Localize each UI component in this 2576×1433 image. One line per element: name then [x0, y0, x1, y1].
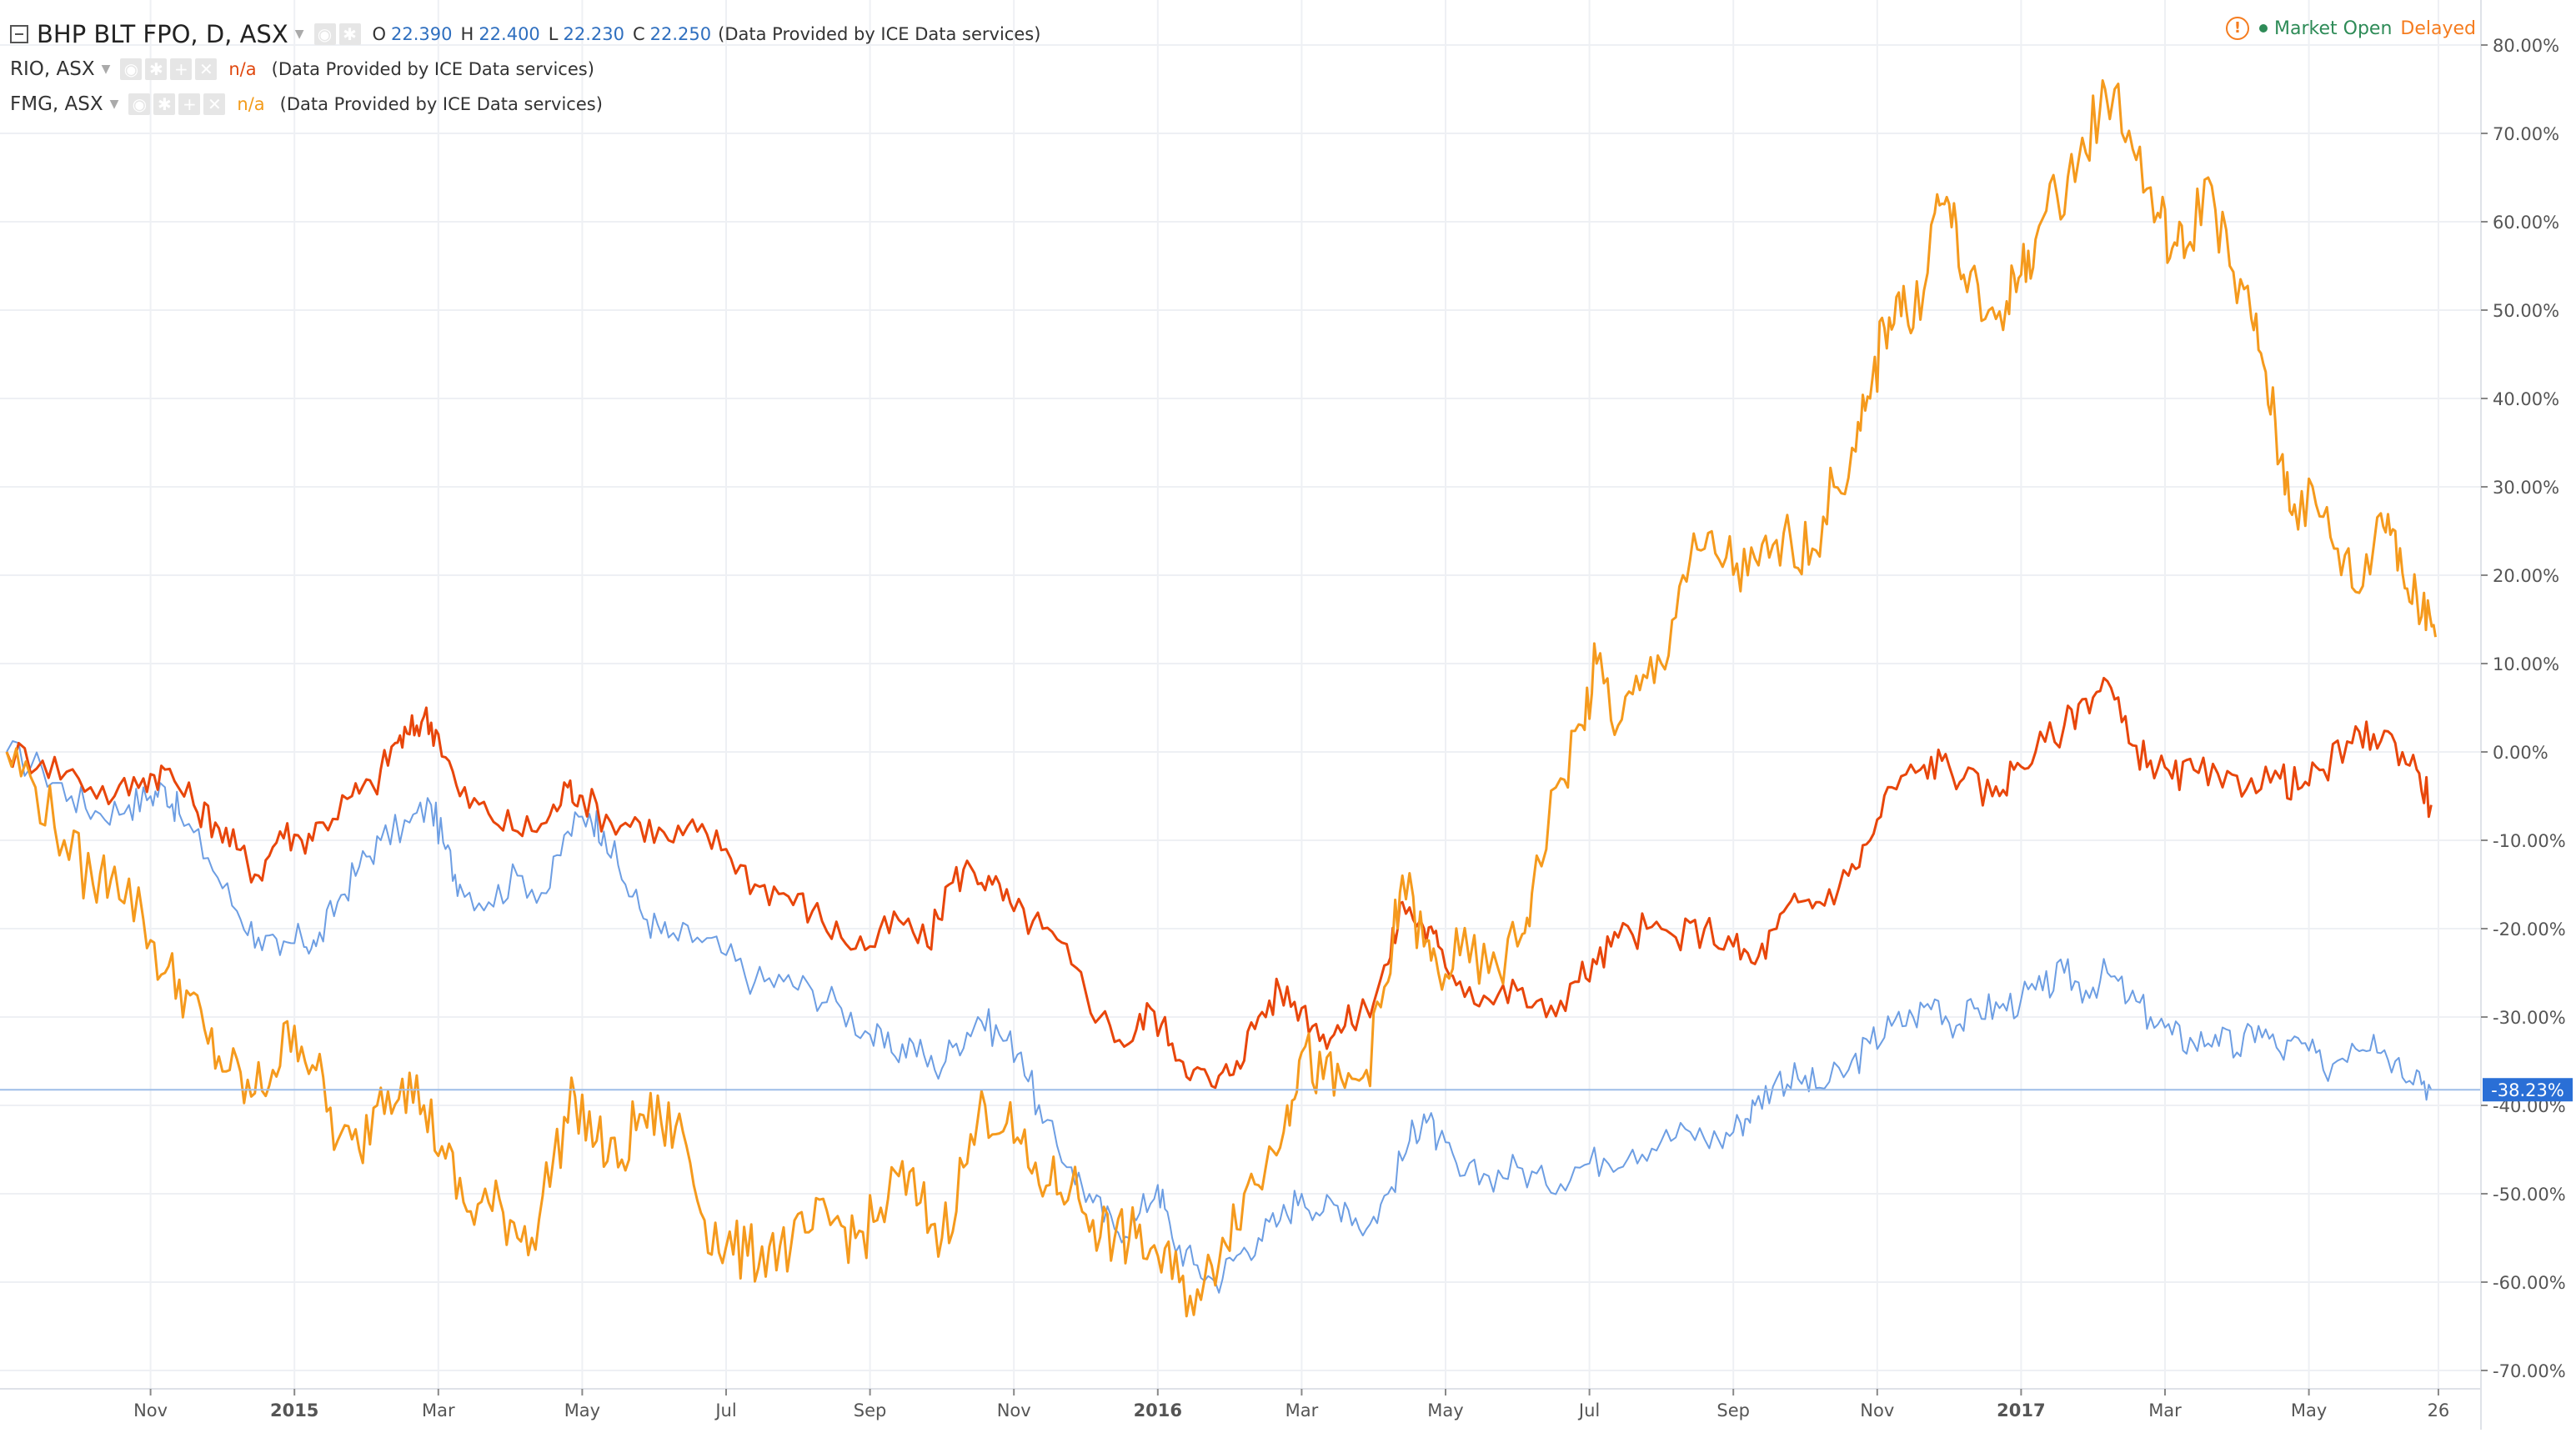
last-value-label: -38.23% [2491, 1080, 2564, 1100]
last-value-badge [2483, 1078, 2573, 1102]
y-tick-label: -20.00% [2493, 919, 2566, 939]
price-axis[interactable]: 80.00% 70.00% 60.00% 50.00% 40.00% 30.00% 20.0… [2481, 36, 2573, 1381]
series-lines [5, 79, 2437, 1318]
y-tick-label: 20.00% [2493, 566, 2559, 586]
series-line-bhp [6, 740, 2433, 1294]
low-key: L [548, 24, 559, 44]
eye-icon[interactable]: ◉ [128, 93, 151, 115]
close-value: 22.250 [649, 24, 712, 44]
gear-icon[interactable]: ✱ [145, 58, 168, 80]
compare-value-rio: n/a [228, 59, 257, 79]
eye-icon[interactable]: ◉ [313, 23, 336, 45]
x-tick-label: 26 [2428, 1400, 2450, 1420]
chevron-down-icon[interactable]: ▼ [294, 28, 304, 41]
open-key: O [372, 24, 387, 44]
series-line-rio [5, 676, 2433, 1090]
y-tick-label: 60.00% [2493, 213, 2559, 233]
y-tick-label: 10.00% [2493, 654, 2559, 674]
market-open-label: Market Open [2274, 18, 2393, 39]
y-tick-label: -60.00% [2493, 1273, 2566, 1293]
high-value: 22.400 [479, 24, 540, 44]
chevron-down-icon[interactable]: ▼ [109, 98, 119, 111]
data-provider-text: (Data Provided by ICE Data services) [271, 59, 594, 79]
time-axis[interactable]: Nov 2015 Mar May Jul Sep Nov 2016 Mar May Jul Sep No… [133, 1389, 2449, 1420]
legend-row-rio: RIO, ASX ▼ ◉ ✱ + ✕ n/a (Data Provided by… [10, 52, 1040, 87]
gridlines [0, 0, 2481, 1389]
delayed-label[interactable]: Delayed [2400, 18, 2476, 39]
close-key: C [632, 24, 645, 44]
market-status: ! Market Open Delayed [2226, 17, 2476, 40]
y-tick-label: 50.00% [2493, 301, 2559, 321]
compare-symbol-rio[interactable]: RIO, ASX [10, 58, 95, 80]
open-value: 22.390 [391, 24, 453, 44]
x-tick-label: Mar [422, 1400, 455, 1420]
y-tick-label: -10.00% [2493, 831, 2566, 851]
x-tick-label: Sep [1716, 1400, 1750, 1420]
exclamation-circle-icon[interactable]: ! [2226, 17, 2250, 40]
y-tick-label: 30.00% [2493, 478, 2559, 498]
plus-icon[interactable]: + [178, 93, 201, 115]
gear-icon[interactable]: ✱ [153, 93, 176, 115]
x-tick-label: Nov [1860, 1400, 1894, 1420]
chart-legend: BHP BLT FPO, D, ASX ▼ ◉ ✱ O 22.390 H 22.40… [10, 17, 1040, 122]
x-tick-label: Nov [133, 1400, 168, 1420]
x-tick-label: Jul [1577, 1400, 1600, 1420]
y-tick-label: 40.00% [2493, 389, 2559, 409]
legend-row-main: BHP BLT FPO, D, ASX ▼ ◉ ✱ O 22.390 H 22.40… [10, 17, 1040, 52]
x-tick-label: 2015 [270, 1400, 318, 1420]
x-tick-label: Mar [2148, 1400, 2182, 1420]
x-tick-label: Sep [854, 1400, 887, 1420]
close-icon[interactable]: ✕ [195, 58, 218, 80]
eye-icon[interactable]: ◉ [120, 58, 143, 80]
y-tick-label: 70.00% [2493, 124, 2559, 144]
y-tick-label: 0.00% [2493, 743, 2548, 763]
x-tick-label: May [564, 1400, 600, 1420]
main-symbol[interactable]: BHP BLT FPO, D, ASX [37, 20, 288, 48]
x-tick-label: May [1427, 1400, 1463, 1420]
plot-background [0, 0, 2481, 1430]
data-provider-text: (Data Provided by ICE Data services) [718, 24, 1041, 44]
compare-value-fmg: n/a [237, 94, 265, 114]
y-tick-label: -50.00% [2493, 1185, 2566, 1205]
plus-icon[interactable]: + [170, 58, 193, 80]
series-line-fmg [5, 79, 2437, 1318]
market-open-dot [2259, 24, 2268, 33]
x-tick-label: Nov [997, 1400, 1031, 1420]
close-icon[interactable]: ✕ [203, 93, 226, 115]
x-tick-label: Jul [714, 1400, 736, 1420]
y-tick-label: 80.00% [2493, 36, 2559, 56]
y-tick-label: -30.00% [2493, 1008, 2566, 1028]
y-tick-label: -70.00% [2493, 1361, 2566, 1381]
high-key: H [460, 24, 474, 44]
compare-symbol-fmg[interactable]: FMG, ASX [10, 93, 103, 115]
x-tick-label: 2016 [1134, 1400, 1182, 1420]
chevron-down-icon[interactable]: ▼ [101, 63, 111, 76]
low-value: 22.230 [563, 24, 624, 44]
x-tick-label: Mar [1285, 1400, 1319, 1420]
x-tick-label: May [2291, 1400, 2327, 1420]
x-tick-label: 2017 [1997, 1400, 2045, 1420]
data-provider-text: (Data Provided by ICE Data services) [279, 94, 603, 114]
legend-row-fmg: FMG, ASX ▼ ◉ ✱ + ✕ n/a (Data Provided by… [10, 87, 1040, 122]
gear-icon[interactable]: ✱ [338, 23, 361, 45]
collapse-legend-icon[interactable] [10, 25, 28, 43]
